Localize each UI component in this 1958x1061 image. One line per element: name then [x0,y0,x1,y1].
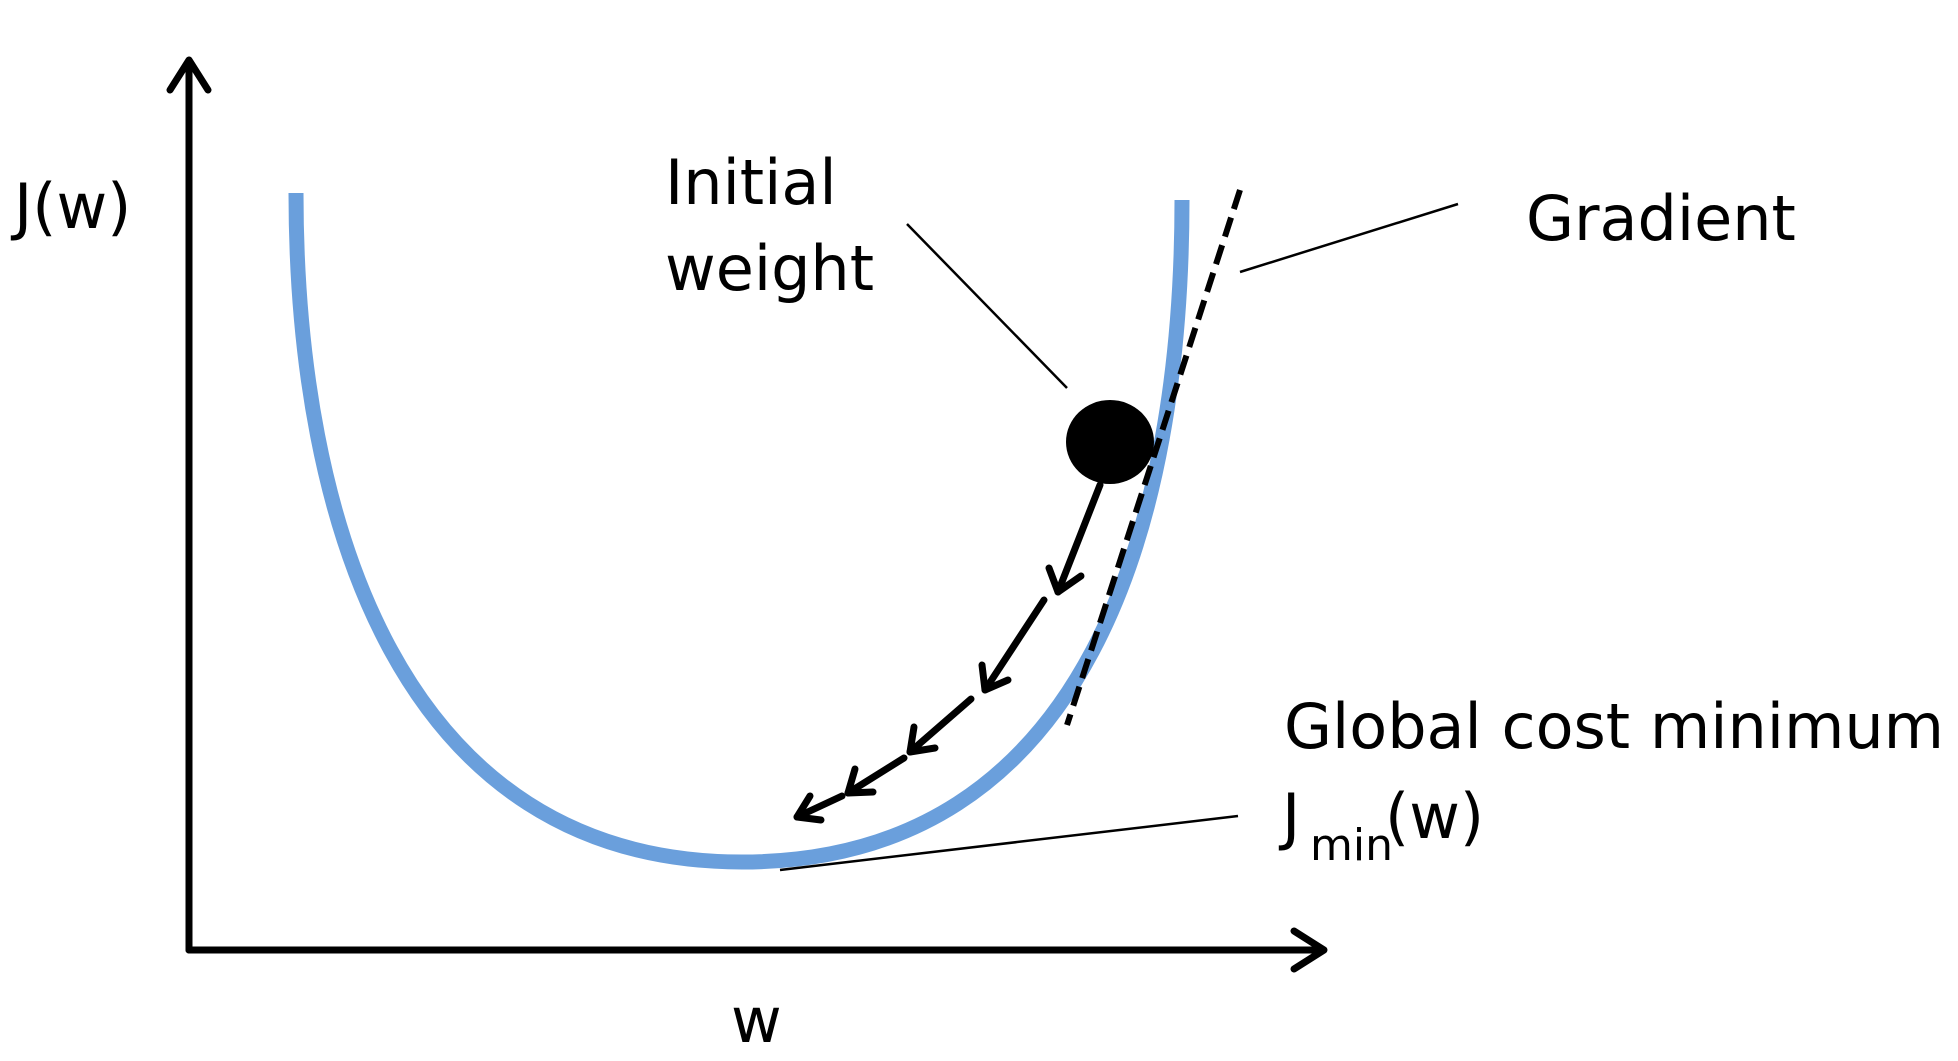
descent-step-arrow [978,596,1048,694]
axes [166,56,1328,973]
jmin-suffix: (w) [1385,780,1484,853]
jmin-label: J min (w) [1278,780,1484,871]
annotation-pointers [779,202,1459,872]
gradient-tangent-line [1064,189,1243,726]
gradient-pointer [1239,202,1459,274]
descent-steps [793,481,1104,824]
initial-weight-pointer [906,223,1068,389]
x-axis-label: w [731,984,782,1057]
descent-step-arrow [793,792,846,824]
y-axis-arrowhead [166,56,212,94]
descent-step-arrow [844,754,908,797]
initial-weight-label-line1: Initial [665,146,837,219]
x-axis-arrowhead [1290,927,1328,973]
initial-weight-label-line2: weight [665,232,874,305]
global-minimum-pointer [779,814,1239,872]
global-cost-minimum-label: Global cost minimum [1284,690,1944,763]
y-axis-label: J(w) [10,170,131,243]
gradient-label: Gradient [1526,182,1796,255]
cost-curve [288,192,1190,870]
jmin-subscript: min [1310,820,1393,871]
initial-weight-point [1066,400,1154,484]
jmin-base: J [1278,780,1300,853]
descent-step-arrow [1045,481,1104,596]
descent-step-arrow [906,695,975,756]
